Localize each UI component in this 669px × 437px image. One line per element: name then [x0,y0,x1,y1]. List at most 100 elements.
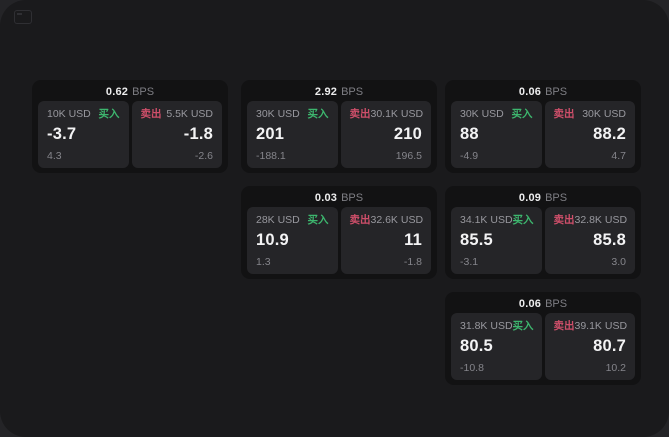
quote-panels: 31.8K USD 买入 80.5 -10.8 卖出 39.1K USD 80.… [445,313,641,385]
sell-price: 85.8 [593,231,626,249]
sell-panel[interactable]: 卖出 32.8K USD 85.8 3.0 [544,207,635,274]
sell-sub-value: 4.7 [611,150,626,162]
buy-label: 买入 [307,108,329,120]
sell-label: 卖出 [349,108,371,120]
quote-card: 0.06 BPS 30K USD 买入 88 -4.9 卖出 30K USD 8… [445,80,641,173]
sell-panel-top: 卖出 32.6K USD [349,214,424,226]
sell-price: 80.7 [593,337,626,355]
bps-unit-label: BPS [341,85,364,98]
buy-sub-value: 4.3 [47,150,62,162]
quote-panels: 10K USD 买入 -3.7 4.3 卖出 5.5K USD -1.8 -2.… [32,101,228,173]
bps-unit-label: BPS [545,191,568,204]
buy-price: 85.5 [460,231,493,249]
quote-card: 2.92 BPS 30K USD 买入 201 -188.1 卖出 30.1K … [241,80,437,173]
quote-card: 0.06 BPS 31.8K USD 买入 80.5 -10.8 卖出 39.1… [445,292,641,385]
sell-sub-value: -1.8 [403,256,422,268]
bps-value: 0.03 [314,191,338,204]
sell-sub-value: 10.2 [605,362,626,374]
quote-card: 0.03 BPS 28K USD 买入 10.9 1.3 卖出 32.6K US… [241,186,437,279]
sell-panel-top: 卖出 30K USD [554,108,627,120]
bps-value: 0.09 [518,191,542,204]
sell-panel[interactable]: 卖出 30K USD 88.2 4.7 [544,101,635,168]
buy-price: 10.9 [256,231,289,249]
quote-panels: 30K USD 买入 201 -188.1 卖出 30.1K USD 210 1… [241,101,437,173]
sell-panel[interactable]: 卖出 32.6K USD 11 -1.8 [340,207,431,274]
sell-panel-top: 卖出 5.5K USD [141,108,214,120]
quote-panels: 28K USD 买入 10.9 1.3 卖出 32.6K USD 11 -1.8 [241,207,437,279]
bps-unit-label: BPS [132,85,155,98]
buy-amount: 10K USD [47,108,91,120]
sell-price: 11 [404,231,422,249]
sell-panel-top: 卖出 39.1K USD [553,320,628,332]
buy-sub-value: -10.8 [460,362,484,374]
sell-amount: 30.1K USD [370,108,424,120]
buy-panel-top: 30K USD 买入 [460,108,533,120]
sell-label: 卖出 [553,108,575,120]
buy-label: 买入 [98,108,120,120]
buy-amount: 31.8K USD [460,320,513,332]
sell-price: 210 [393,125,422,143]
buy-panel-top: 10K USD 买入 [47,108,120,120]
sell-sub-value: 196.5 [395,150,422,162]
sell-amount: 39.1K USD [574,320,628,332]
buy-panel[interactable]: 30K USD 买入 201 -188.1 [247,101,338,168]
sell-label: 卖出 [140,108,162,120]
sell-label: 卖出 [553,320,575,332]
buy-price: 88 [460,125,479,143]
buy-sub-value: -188.1 [256,150,286,162]
buy-panel-top: 34.1K USD 买入 [460,214,534,226]
buy-amount: 28K USD [256,214,300,226]
sell-panel[interactable]: 卖出 30.1K USD 210 196.5 [340,101,431,168]
sell-panel[interactable]: 卖出 5.5K USD -1.8 -2.6 [131,101,222,168]
buy-panel[interactable]: 34.1K USD 买入 85.5 -3.1 [451,207,542,274]
bps-unit-label: BPS [341,191,364,204]
buy-panel-top: 30K USD 买入 [256,108,329,120]
bps-value: 0.06 [518,85,542,98]
buy-panel-top: 31.8K USD 买入 [460,320,534,332]
sell-amount: 5.5K USD [166,108,213,120]
buy-amount: 30K USD [256,108,300,120]
card-header: 0.03 BPS [241,186,437,207]
sell-amount: 32.8K USD [574,214,628,226]
sell-price: -1.8 [183,125,213,143]
sell-price: 88.2 [593,125,626,143]
card-header: 0.06 BPS [445,80,641,101]
bps-value: 2.92 [314,85,338,98]
buy-panel[interactable]: 30K USD 买入 88 -4.9 [451,101,542,168]
card-header: 0.09 BPS [445,186,641,207]
buy-panel[interactable]: 28K USD 买入 10.9 1.3 [247,207,338,274]
card-header: 0.06 BPS [445,292,641,313]
buy-label: 买入 [512,320,534,332]
buy-sub-value: -4.9 [460,150,479,162]
bps-value: 0.62 [105,85,129,98]
sell-panel-top: 卖出 30.1K USD [349,108,424,120]
quote-card: 0.09 BPS 34.1K USD 买入 85.5 -3.1 卖出 32.8K… [445,186,641,279]
card-header: 0.62 BPS [32,80,228,101]
quote-panels: 34.1K USD 买入 85.5 -3.1 卖出 32.8K USD 85.8… [445,207,641,279]
buy-panel-top: 28K USD 买入 [256,214,329,226]
buy-label: 买入 [511,108,533,120]
sell-sub-value: 3.0 [611,256,626,268]
bps-value: 0.06 [518,297,542,310]
buy-amount: 34.1K USD [460,214,513,226]
sell-label: 卖出 [553,214,575,226]
buy-price: 80.5 [460,337,493,355]
bps-unit-label: BPS [545,297,568,310]
sell-label: 卖出 [349,214,371,226]
card-header: 2.92 BPS [241,80,437,101]
buy-price: 201 [256,125,285,143]
buy-label: 买入 [307,214,329,226]
app-window-icon[interactable] [14,10,32,24]
buy-amount: 30K USD [460,108,504,120]
buy-panel[interactable]: 31.8K USD 买入 80.5 -10.8 [451,313,542,380]
sell-panel-top: 卖出 32.8K USD [553,214,628,226]
buy-sub-value: 1.3 [256,256,271,268]
sell-amount: 30K USD [582,108,626,120]
quote-card: 0.62 BPS 10K USD 买入 -3.7 4.3 卖出 5.5K USD… [32,80,228,173]
buy-panel[interactable]: 10K USD 买入 -3.7 4.3 [38,101,129,168]
sell-panel[interactable]: 卖出 39.1K USD 80.7 10.2 [544,313,635,380]
buy-label: 买入 [512,214,534,226]
sell-sub-value: -2.6 [194,150,213,162]
buy-price: -3.7 [47,125,77,143]
